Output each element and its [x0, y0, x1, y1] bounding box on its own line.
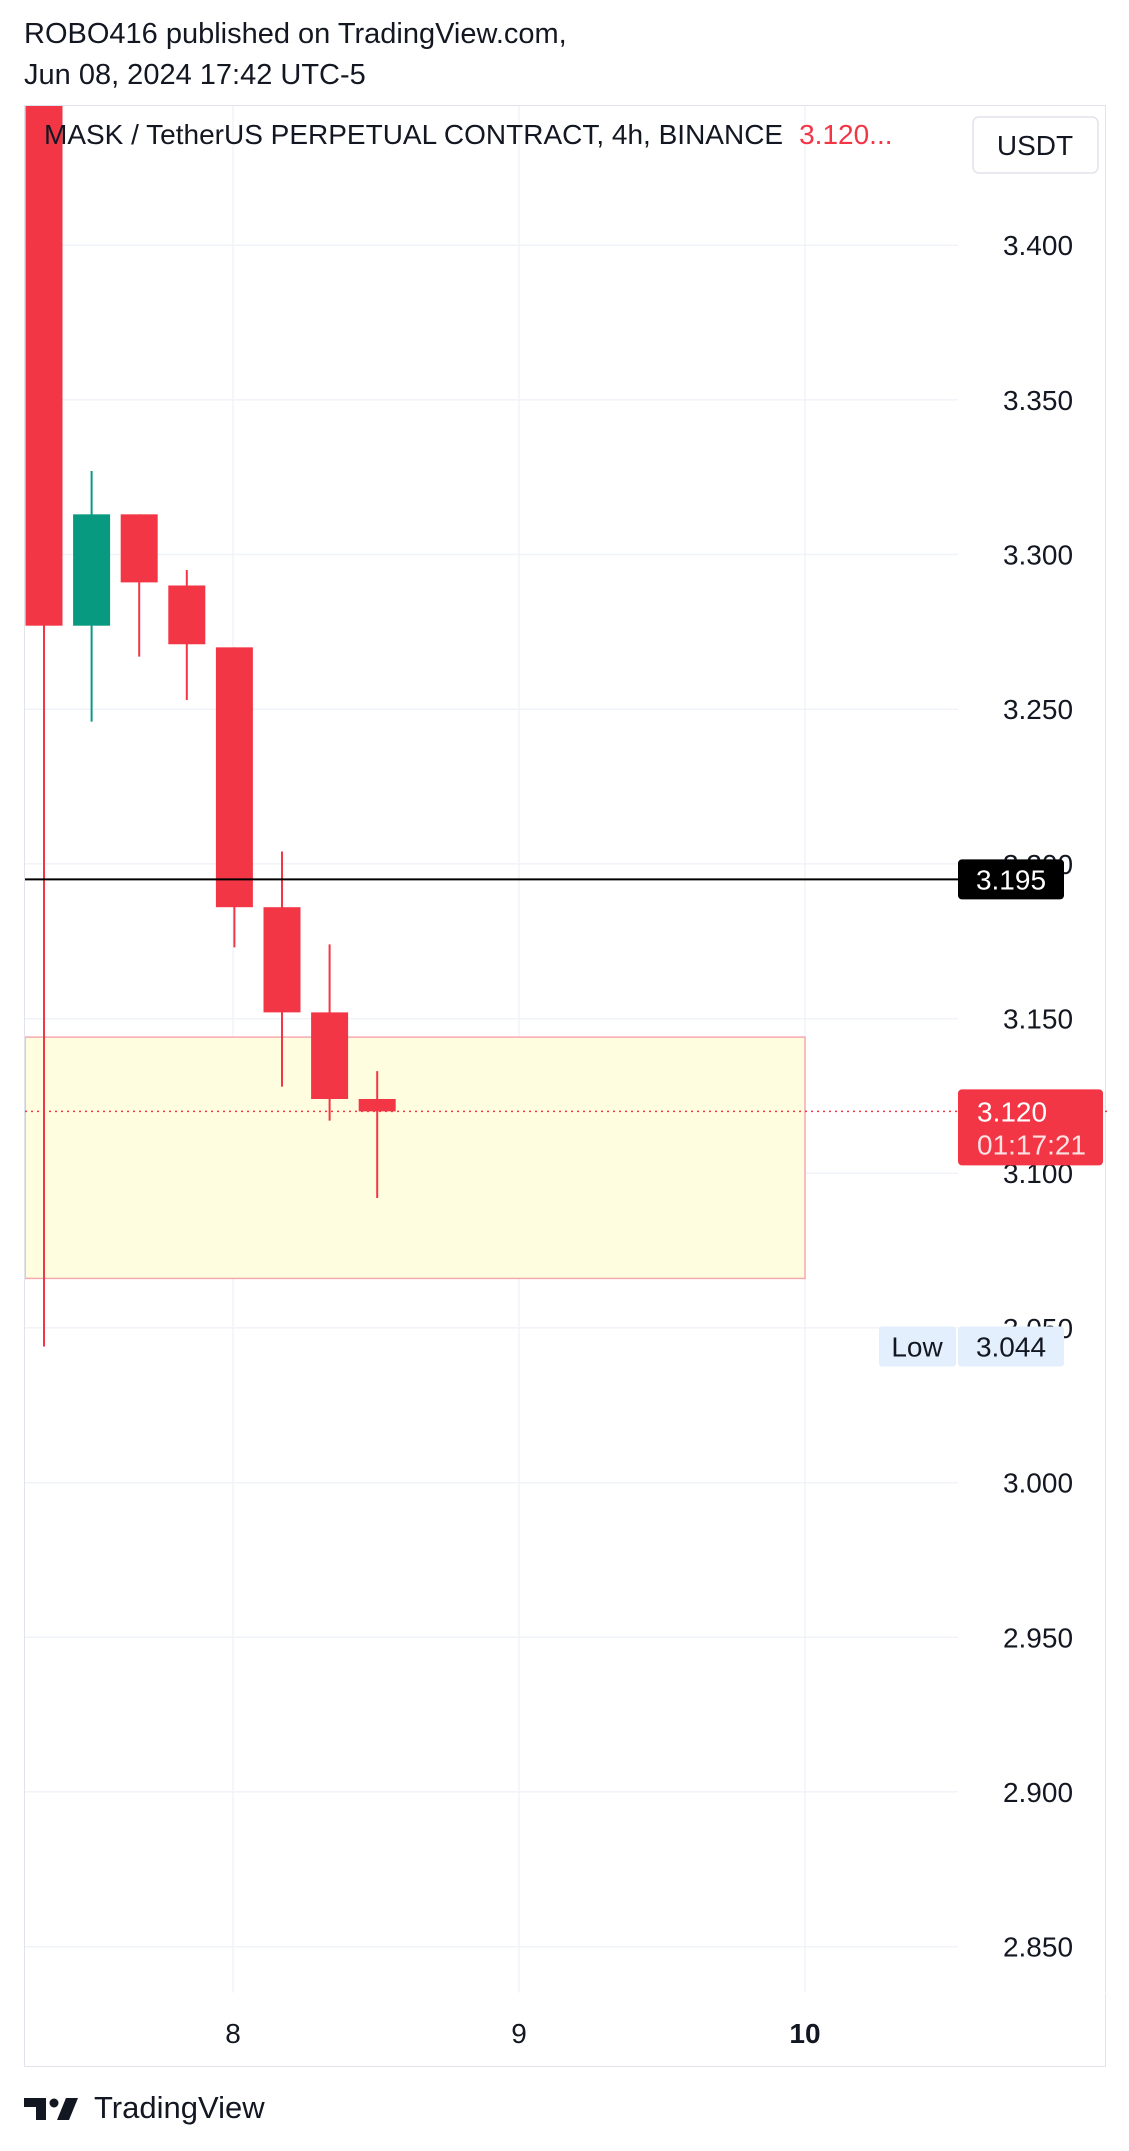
candlestick-chart[interactable]: 3.4003.3503.3003.2503.2003.1503.1003.050… [25, 106, 1107, 2068]
current-price-label: 3.120 [977, 1096, 1047, 1127]
candle-body[interactable] [120, 514, 158, 583]
footer-brand[interactable]: TradingView [94, 2090, 265, 2125]
current-price-tag [958, 1089, 1103, 1166]
low-price-label: 3.044 [976, 1331, 1046, 1362]
footer: TradingView [24, 2090, 265, 2126]
y-tick-label: 3.350 [1003, 385, 1073, 416]
candle-body[interactable] [73, 514, 111, 626]
currency-label[interactable]: USDT [997, 130, 1073, 161]
x-tick-label: 10 [789, 2018, 820, 2049]
y-tick-label: 3.150 [1003, 1004, 1073, 1035]
y-tick-label: 2.950 [1003, 1622, 1073, 1653]
low-text: Low [891, 1331, 943, 1362]
countdown-label: 01:17:21 [977, 1129, 1086, 1160]
y-tick-label: 3.000 [1003, 1468, 1073, 1499]
candle-body[interactable] [263, 907, 301, 1013]
publish-datetime: Jun 08, 2024 17:42 UTC-5 [24, 59, 366, 91]
highlight-zone [25, 1036, 806, 1280]
low-price-tag [958, 1326, 1064, 1367]
y-tick-label: 3.400 [1003, 230, 1073, 261]
y-tick-label: 2.850 [1003, 1932, 1073, 1963]
chart-frame[interactable]: 3.4003.3503.3003.2503.2003.1503.1003.050… [24, 105, 1107, 2068]
low-text-tag [879, 1326, 956, 1367]
candle-body[interactable] [215, 647, 253, 908]
legend-last-price: 3.120... [799, 119, 892, 150]
x-tick-label: 8 [225, 2018, 241, 2049]
candle-body[interactable] [311, 1012, 349, 1099]
currency-button[interactable] [972, 116, 1099, 174]
level-price-label: 3.195 [976, 864, 1046, 895]
candles-group [25, 106, 396, 1347]
symbol-title: MASK / TetherUS PERPETUAL CONTRACT, 4h, … [44, 119, 783, 150]
y-tick-label: 3.250 [1003, 694, 1073, 725]
x-tick-label: 9 [511, 2018, 527, 2049]
level-price-tag [958, 859, 1064, 900]
y-tick-label: 3.300 [1003, 540, 1073, 571]
publish-header: ROBO416 published on TradingView.com, Ju… [24, 14, 567, 96]
candle-body[interactable] [168, 585, 206, 645]
candle-body[interactable] [25, 106, 63, 626]
candle-body[interactable] [358, 1098, 396, 1112]
published-by: ROBO416 published on TradingView.com, [24, 18, 567, 50]
y-tick-label: 2.900 [1003, 1777, 1073, 1808]
tradingview-logo-icon[interactable] [24, 2094, 84, 2122]
